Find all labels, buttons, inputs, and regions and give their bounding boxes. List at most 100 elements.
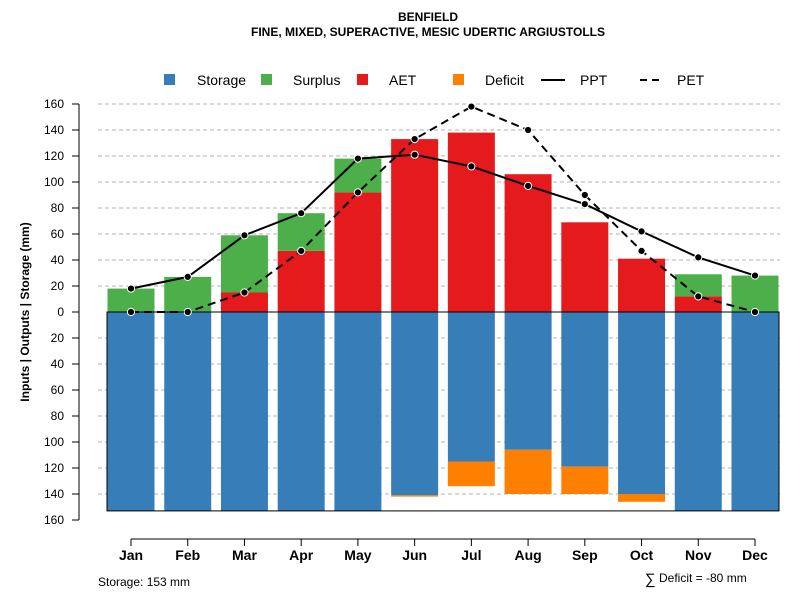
y-tick-label: 140 [44,123,64,137]
y-tick-label: 20 [51,331,65,345]
pet-line [131,105,756,313]
x-tick-label: Aug [514,547,541,563]
surplus-bar [674,274,722,297]
y-tick-label: 40 [51,357,65,371]
legend-label: PET [677,72,705,88]
surplus-bar [334,158,382,193]
storage-bar [334,312,382,511]
aet-bar [334,192,382,312]
x-tick-label: Oct [630,547,654,563]
ppt-point [750,271,760,280]
bars [106,132,780,512]
storage-bar [107,312,155,511]
ppt-point [297,209,306,218]
aet-bar [391,139,439,312]
pet-point [467,102,476,111]
aet-bar [674,296,722,312]
y-tick-label: 120 [44,461,64,475]
x-tick-label: Sep [572,547,598,563]
y-tick-label: 120 [44,149,64,163]
pet-point [523,125,533,135]
ppt-point [410,150,419,159]
x-tick-label: Apr [289,547,314,563]
x-tick-label: Mar [232,547,257,563]
aet-bar [277,250,325,312]
y-tick-label: 100 [44,175,64,189]
y-tick-label: 160 [44,97,64,111]
y-tick-label: 60 [51,227,65,241]
x-tick-label: Nov [685,547,712,563]
aet-bar [561,222,609,312]
ppt-point [523,181,533,190]
ppt-point [467,162,476,171]
ppt-line [130,153,756,290]
deficit-bar [504,449,552,494]
x-tick-label: Jan [119,547,143,563]
storage-bar [561,312,609,467]
legend-swatch [261,74,272,85]
pet-point [410,135,419,144]
y-tick-label: 60 [51,383,65,397]
legend-label: Deficit [485,72,524,88]
legend-swatch [453,74,464,85]
sum-symbol: ∑ [645,571,656,588]
gridlines [98,103,780,495]
deficit-bar [561,466,609,494]
legend-swatch [164,74,175,85]
x-tick-label: Dec [742,547,768,563]
y-tick-label: 80 [51,201,65,215]
chart-title: BENFIELD [398,10,458,24]
deficit-bar [447,461,495,487]
pet-point [750,307,760,317]
x-tick-label: Jul [461,547,481,563]
ppt-point [580,200,589,209]
storage-note: Storage: 153 mm [98,575,190,589]
surplus-bar [107,288,155,312]
chart-subtitle: FINE, MIXED, SUPERACTIVE, MESIC UDERTIC … [251,25,605,39]
legend-label: AET [389,72,417,88]
aet-bar [504,174,552,312]
series-lines [126,102,760,317]
pet-point [126,307,136,317]
pet-point [353,188,363,197]
deficit-bar [391,495,439,497]
deficit-note: Deficit = -80 mm [659,571,747,585]
y-tick-label: 140 [44,487,64,501]
surplus-bar [164,276,212,312]
surplus-bar [731,275,779,312]
aet-bar [447,132,495,312]
pet-point [183,307,192,317]
legend-label: PPT [580,72,608,88]
pet-point [694,292,703,301]
aet-bar [618,258,666,312]
storage-bar [391,312,439,496]
y-tick-label: 100 [44,435,64,449]
surplus-bar [220,235,268,293]
ppt-point [126,284,136,293]
storage-bar [731,312,779,511]
x-tick-label: May [344,547,371,563]
ppt-point [240,231,249,240]
y-axis-label: Inputs | Outputs | Storage (mm) [18,222,32,401]
storage-bar [504,312,552,450]
legend-swatch [357,74,368,85]
storage-bar [220,312,268,511]
ppt-point [637,227,646,236]
y-tick-label: 0 [57,305,64,319]
legend-label: Storage [197,72,246,88]
pet-point [240,288,249,297]
pet-point [297,246,306,255]
y-tick-label: 160 [44,513,64,527]
y-tick-label: 40 [51,253,65,267]
x-tick-label: Feb [175,547,200,563]
y-tick-label: 80 [51,409,65,423]
pet-point [637,246,646,255]
ppt-point [694,253,703,262]
storage-bar [164,312,212,511]
y-tick-label: 20 [51,279,65,293]
axes: 160 140 120 100 80 60 40 20 0 20 40 60 80 100 120 140 16… [44,97,768,563]
ppt-point [353,154,363,163]
pet-point [580,190,589,200]
storage-bar [277,312,325,511]
